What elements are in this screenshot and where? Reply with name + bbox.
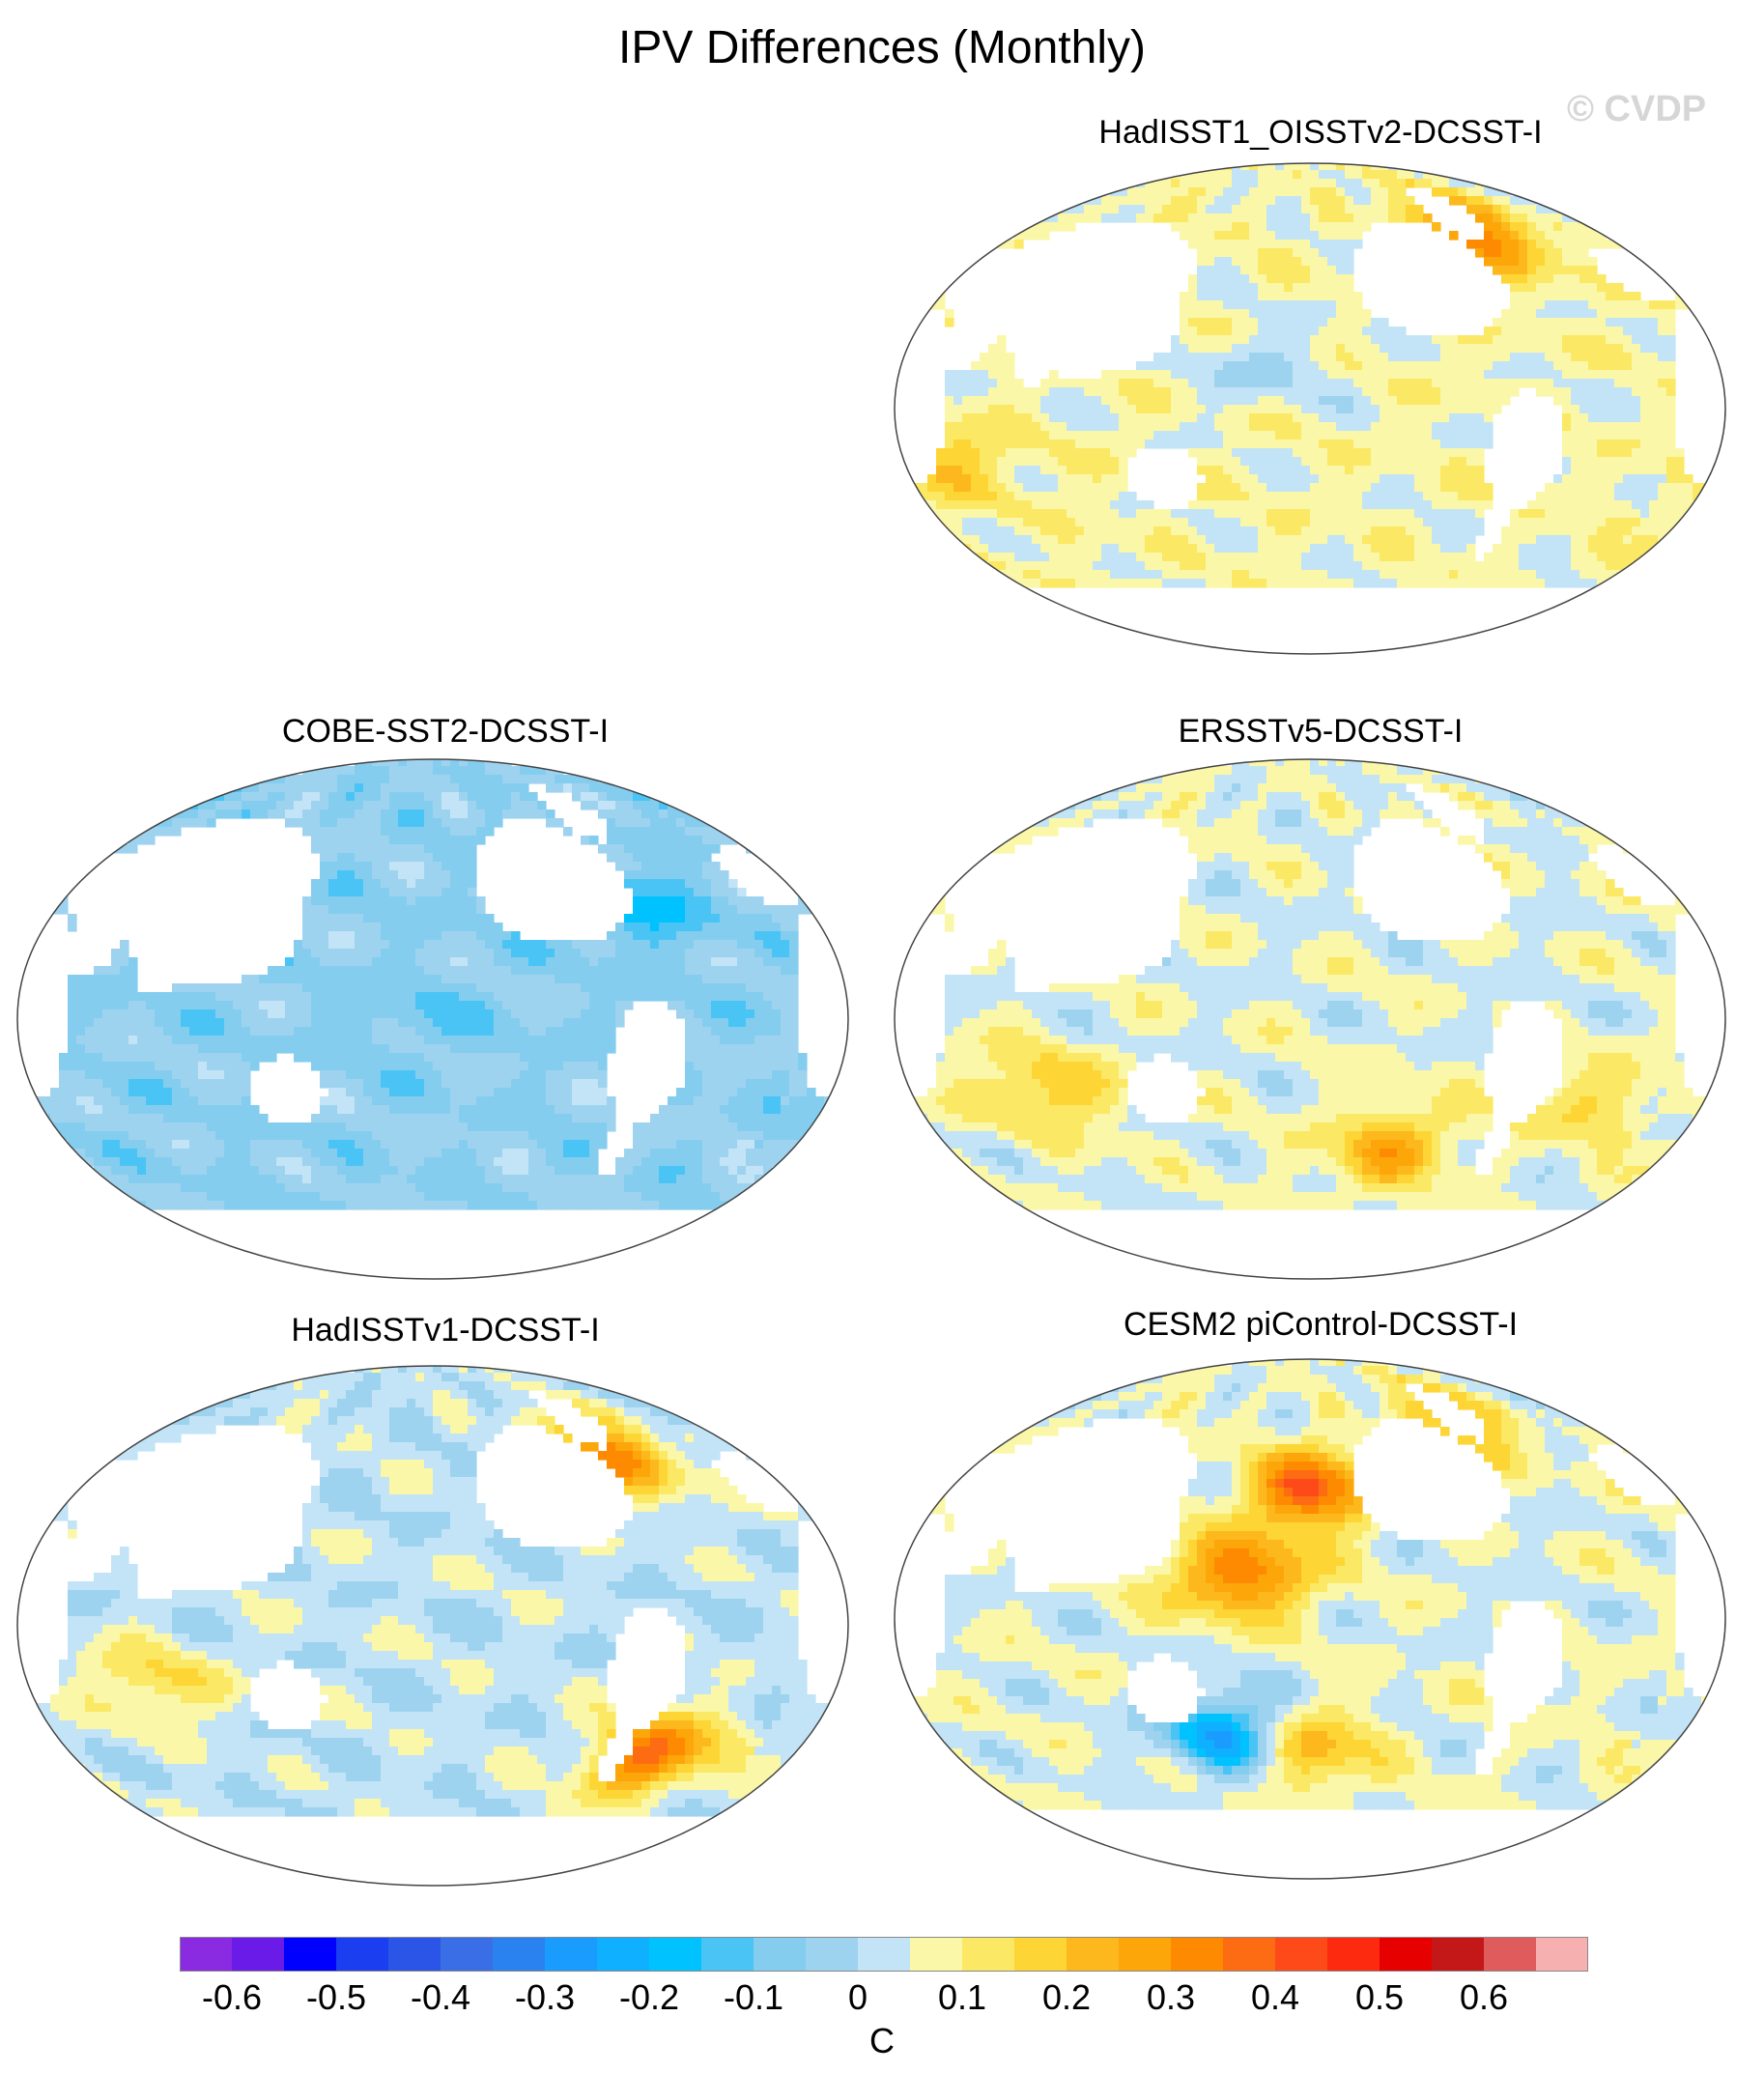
panel-title-p1: HadISST1_OISSTv2-DCSST-I [1098,114,1543,151]
colorbar-tick-label: 0.2 [1041,1977,1092,2017]
colorbar-swatch [1275,1937,1328,1972]
colorbar-swatch [806,1937,859,1972]
colorbar [180,1937,1588,1972]
colorbar-tick-label: -0.5 [305,1977,367,2017]
colorbar-swatch [701,1937,754,1972]
colorbar-swatch [441,1937,494,1972]
colorbar-tick-label: -0.2 [618,1977,680,2017]
colorbar-swatch [1067,1937,1120,1972]
map-panel-p5 [894,1358,1726,1880]
panel-title-p2: COBE-SST2-DCSST-I [281,713,610,750]
panel-title-p3: ERSSTv5-DCSST-I [1178,713,1464,750]
colorbar-swatch [232,1937,285,1972]
colorbar-swatch [1327,1937,1380,1972]
colorbar-swatch [545,1937,598,1972]
colorbar-tick-label: 0.5 [1354,1977,1405,2017]
colorbar-swatch [336,1937,389,1972]
colorbar-tick-label: 0.3 [1146,1977,1196,2017]
colorbar-swatch [1119,1937,1172,1972]
colorbar-unit-label: C [869,2021,895,2060]
map-panel-p2 [16,758,849,1280]
colorbar-tick-label: -0.3 [514,1977,576,2017]
colorbar-swatch [284,1937,337,1972]
colorbar-swatch [649,1937,702,1972]
colorbar-tick-label: -0.4 [410,1977,471,2017]
colorbar-swatch [1171,1937,1224,1972]
colorbar-swatch [754,1937,807,1972]
colorbar-tick-label: 0.4 [1250,1977,1300,2017]
colorbar-swatch [1014,1937,1067,1972]
colorbar-tick-label: 0 [847,1977,868,2017]
colorbar-tick-label: 0.6 [1459,1977,1509,2017]
panel-title-p4: HadISSTv1-DCSST-I [291,1312,600,1349]
colorbar-swatch [388,1937,441,1972]
cvdp-watermark: © CVDP [1567,89,1707,129]
colorbar-swatch [1223,1937,1276,1972]
colorbar-swatch [180,1937,233,1972]
colorbar-swatch [1432,1937,1485,1972]
map-panel-p3 [894,758,1726,1280]
colorbar-swatch [493,1937,546,1972]
colorbar-swatch [597,1937,650,1972]
panel-title-p5: CESM2 piControl-DCSST-I [1123,1306,1519,1343]
colorbar-swatch [1536,1937,1588,1972]
colorbar-swatch [962,1937,1015,1972]
main-title: IPV Differences (Monthly) [618,22,1146,73]
colorbar-swatch [1380,1937,1433,1972]
map-panel-p4 [16,1365,849,1887]
colorbar-tick-label: -0.1 [723,1977,784,2017]
colorbar-swatch [858,1937,911,1972]
colorbar-swatch [910,1937,963,1972]
colorbar-tick-label: -0.6 [201,1977,263,2017]
colorbar-swatch [1484,1937,1537,1972]
colorbar-tick-label: 0.1 [937,1977,987,2017]
colorbar-ticks: -0.6 -0.5 -0.4 -0.3 -0.2 -0.1 0 0.1 0.2 0.3 0.4 0.5… [0,1977,1764,2017]
map-panel-p1 [894,162,1726,655]
